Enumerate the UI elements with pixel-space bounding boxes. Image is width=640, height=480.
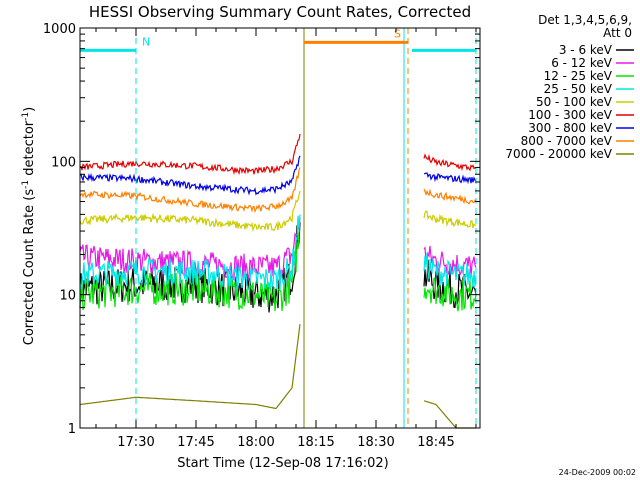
series-line-6-1 (423, 172, 477, 185)
series-line-7-1 (423, 188, 477, 205)
series-line-1-0 (79, 217, 301, 282)
series-line-5-1 (423, 153, 477, 172)
series-line-8-1 (423, 400, 476, 429)
legend-label-8: 7000 - 20000 keV (505, 147, 612, 161)
legend-header-2: Att 0 (603, 26, 632, 40)
series-traces (79, 133, 477, 429)
y-axis-label-main: Corrected Count Rate (s (22, 189, 37, 346)
series-line-4-1 (423, 210, 477, 229)
legend-label-2: 12 - 25 keV (544, 69, 613, 83)
legend-label-0: 3 - 6 keV (559, 43, 613, 57)
x-axis-label: Start Time (12-Sep-08 17:16:02) (177, 456, 388, 471)
y-tick-label-2: 100 (51, 155, 76, 170)
y-axis-label-mid: detector (22, 120, 37, 180)
y-axis-label-sup2: -1 (21, 112, 31, 121)
legend-label-6: 300 - 800 keV (528, 121, 612, 135)
legend-label-3: 25 - 50 keV (544, 82, 613, 96)
legend-label-1: 6 - 12 keV (551, 56, 613, 70)
legend-header-1: Det 1,3,4,5,6,9, (538, 13, 632, 27)
series-line-4-0 (79, 190, 301, 233)
series-line-7-0 (79, 167, 301, 214)
chart-title: HESSI Observing Summary Count Rates, Cor… (89, 3, 471, 21)
series-line-5-0 (79, 133, 301, 175)
y-tick-label-1: 10 (59, 289, 76, 304)
series-line-8-0 (79, 324, 301, 410)
y-axis-label-sup1: -1 (21, 180, 31, 189)
series-line-3-0 (79, 214, 301, 291)
legend-label-4: 50 - 100 keV (536, 95, 613, 109)
axes-frame (79, 27, 481, 429)
x-tick-label-3: 18:15 (297, 435, 334, 450)
y-tick-label-3: 1000 (43, 22, 76, 37)
series-line-6-0 (79, 155, 301, 196)
x-tick-label-4: 18:30 (357, 435, 394, 450)
series-line-2-1 (423, 276, 477, 312)
attenuator-markers: NS (79, 27, 477, 428)
x-tick-label-2: 18:00 (237, 435, 274, 450)
x-axis-ticks: 17:30 17:45 18:00 18:15 18:30 18:45 (95, 28, 477, 450)
y-axis-label: Corrected Count Rate (s-1 detector-1) (21, 107, 37, 345)
y-tick-label-0: 1 (68, 422, 76, 437)
legend-label-7: 800 - 7000 keV (521, 134, 613, 148)
x-tick-label-0: 17:30 (117, 435, 154, 450)
legend-label-5: 100 - 300 keV (528, 108, 612, 122)
attenuator-label-0: N (142, 35, 150, 48)
x-tick-label-1: 17:45 (177, 435, 214, 450)
footer-date: 24-Dec-2009 00:02 (559, 468, 636, 477)
y-axis-ticks: 1 10 100 1000 (43, 22, 480, 437)
series-line-3-1 (423, 252, 477, 288)
x-tick-label-5: 18:45 (417, 435, 454, 450)
y-axis-label-end: ) (22, 107, 37, 112)
attenuator-label-1: S (394, 27, 401, 40)
